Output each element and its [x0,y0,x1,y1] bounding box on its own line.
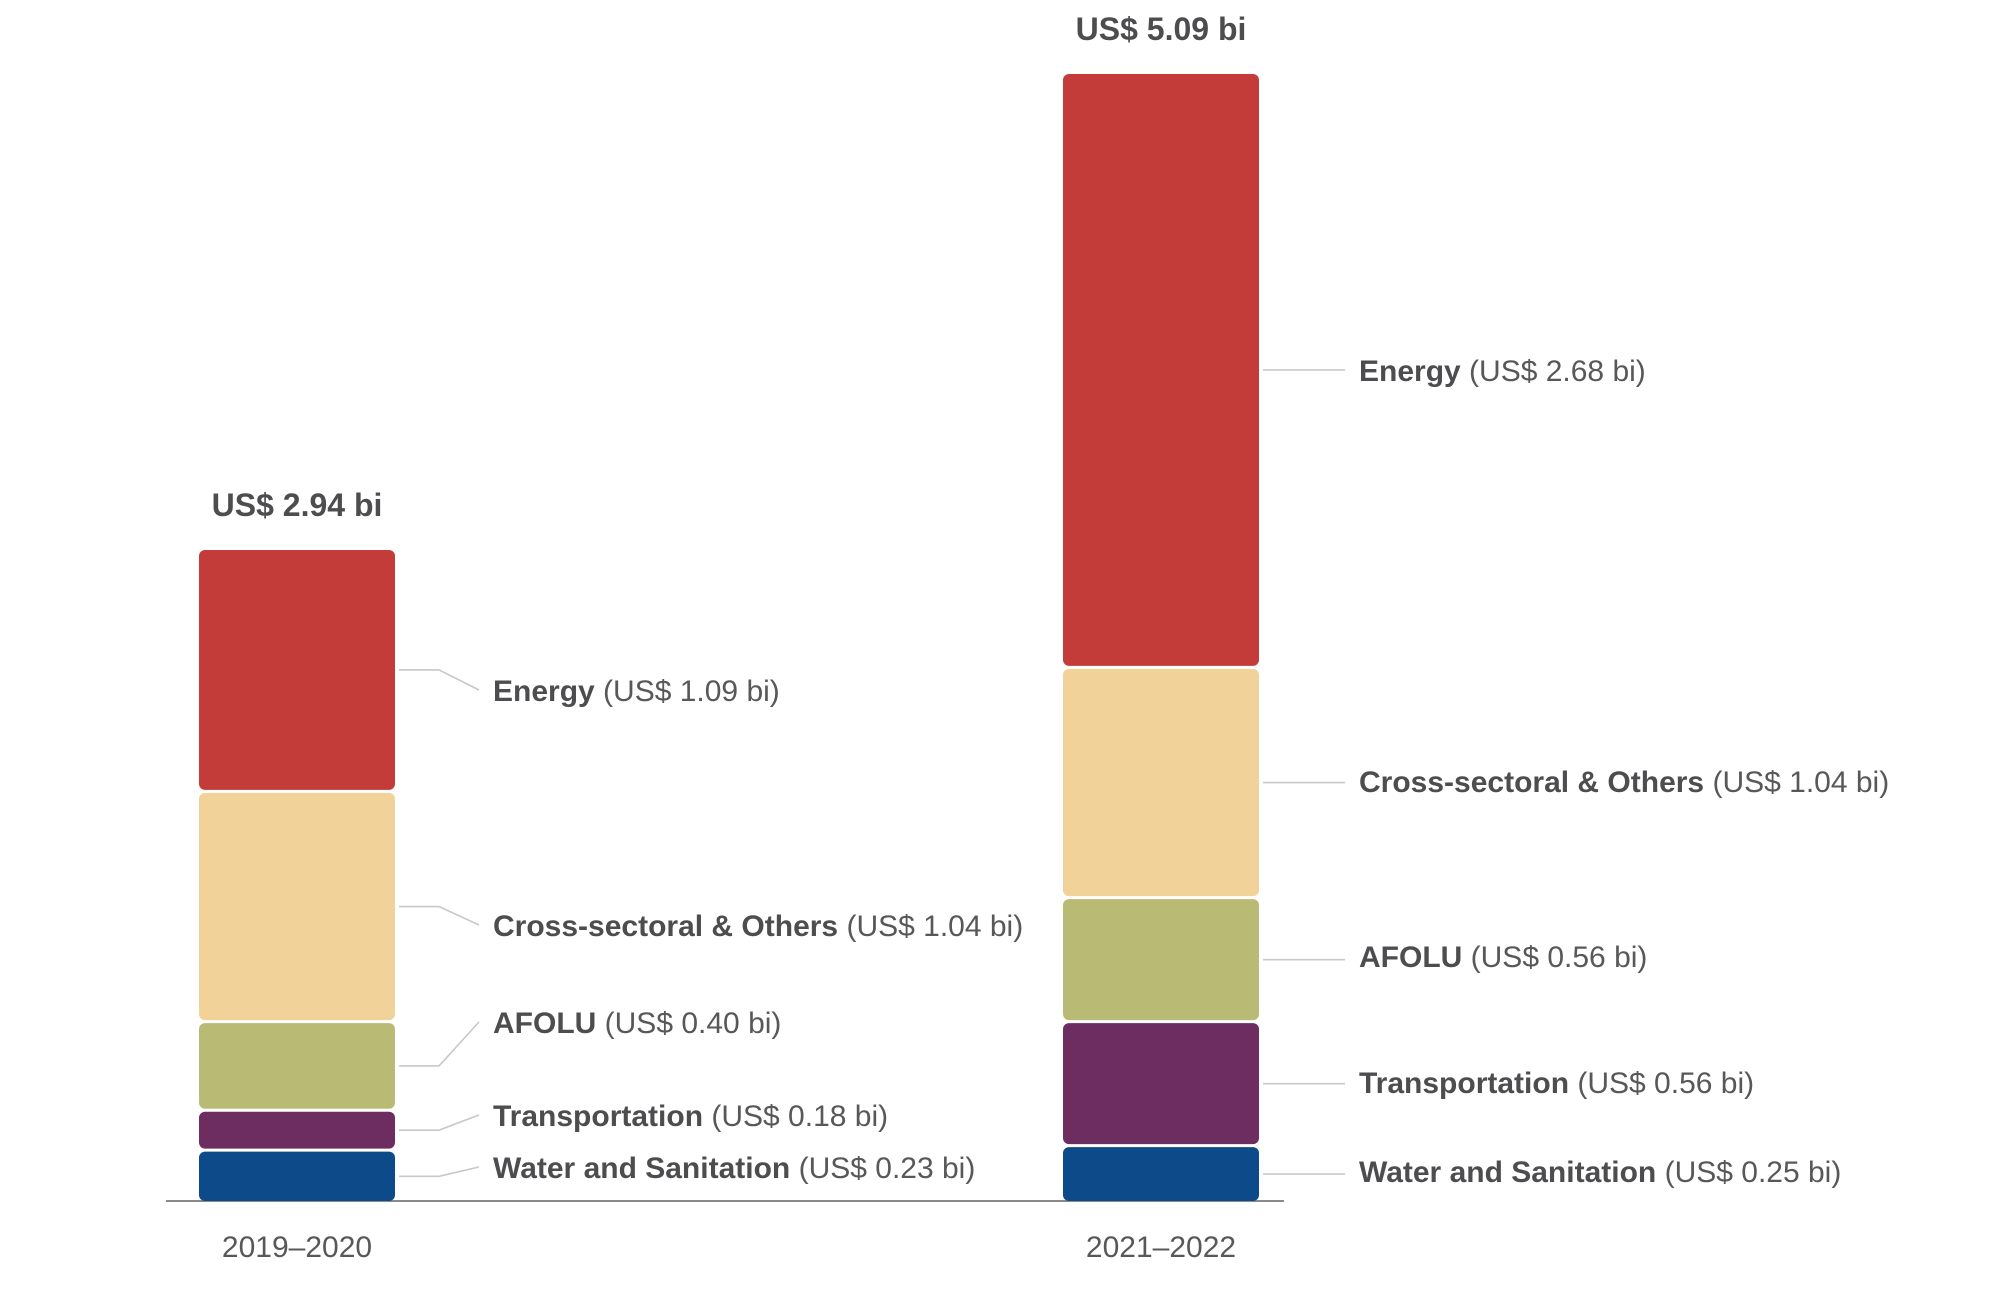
bar-segment-water-and-sanitation-2021-2022 [1063,1147,1259,1201]
leader-line-transportation-2019-2020 [399,1114,480,1131]
data-label-energy-2021-2022: Energy (US$ 2.68 bi) [1359,355,1646,388]
data-label-value: (US$ 0.23 bi) [799,1152,976,1185]
data-label-name: AFOLU [1359,941,1471,974]
data-label-transportation-2021-2022: Transportation (US$ 0.56 bi) [1359,1067,1754,1100]
leader-line-cross-sectoral-others-2019-2020 [399,905,480,926]
data-label-name: Energy [493,675,603,708]
bar-segment-cross-sectoral-others-2021-2022 [1063,668,1259,897]
bar-segment-transportation-2019-2020 [199,1111,395,1149]
data-label-cross-sectoral-others-2019-2020: Cross-sectoral & Others (US$ 1.04 bi) [493,910,1023,943]
data-label-value: (US$ 1.04 bi) [1712,766,1889,799]
data-label-name: Transportation [1359,1067,1577,1100]
data-label-water-and-sanitation-2019-2020: Water and Sanitation (US$ 0.23 bi) [493,1152,975,1185]
data-label-name: Cross-sectoral & Others [493,910,846,943]
bar-segment-afolu-2019-2020 [199,1023,395,1109]
data-label-value: (US$ 2.68 bi) [1469,355,1646,388]
data-label-name: Water and Sanitation [1359,1156,1665,1189]
data-label-cross-sectoral-others-2021-2022: Cross-sectoral & Others (US$ 1.04 bi) [1359,766,1889,799]
data-label-value: (US$ 1.09 bi) [603,675,780,708]
bar-segment-energy-2019-2020 [199,550,395,790]
x-tick-label-2019-2020: 2019–2020 [222,1231,372,1264]
data-label-value: (US$ 0.25 bi) [1665,1156,1842,1189]
bar-segment-afolu-2021-2022 [1063,899,1259,1021]
data-label-value: (US$ 0.40 bi) [605,1007,782,1040]
bar-segment-cross-sectoral-others-2019-2020 [199,792,395,1021]
data-label-name: Transportation [493,1100,711,1133]
bar-segment-energy-2021-2022 [1063,74,1259,666]
data-label-name: Energy [1359,355,1469,388]
data-label-transportation-2019-2020: Transportation (US$ 0.18 bi) [493,1100,888,1133]
data-label-afolu-2019-2020: AFOLU (US$ 0.40 bi) [493,1007,781,1040]
total-label-2021-2022: US$ 5.09 bi [1076,11,1247,47]
leader-line-energy-2019-2020 [399,669,480,691]
data-label-afolu-2021-2022: AFOLU (US$ 0.56 bi) [1359,941,1647,974]
data-label-name: AFOLU [493,1007,605,1040]
data-label-name: Cross-sectoral & Others [1359,766,1712,799]
data-label-energy-2019-2020: Energy (US$ 1.09 bi) [493,675,780,708]
bar-segment-transportation-2021-2022 [1063,1023,1259,1145]
data-label-water-and-sanitation-2021-2022: Water and Sanitation (US$ 0.25 bi) [1359,1156,1841,1189]
leader-line-water-and-sanitation-2019-2020 [399,1166,480,1178]
x-tick-label-2021-2022: 2021–2022 [1086,1231,1236,1264]
data-label-value: (US$ 0.56 bi) [1577,1067,1754,1100]
data-label-value: (US$ 0.18 bi) [711,1100,888,1133]
bar-segment-water-and-sanitation-2019-2020 [199,1151,395,1201]
data-label-value: (US$ 1.04 bi) [846,910,1023,943]
leader-line-afolu-2019-2020 [399,1021,480,1067]
data-label-value: (US$ 0.56 bi) [1471,941,1648,974]
total-label-2019-2020: US$ 2.94 bi [212,487,383,523]
data-label-name: Water and Sanitation [493,1152,799,1185]
